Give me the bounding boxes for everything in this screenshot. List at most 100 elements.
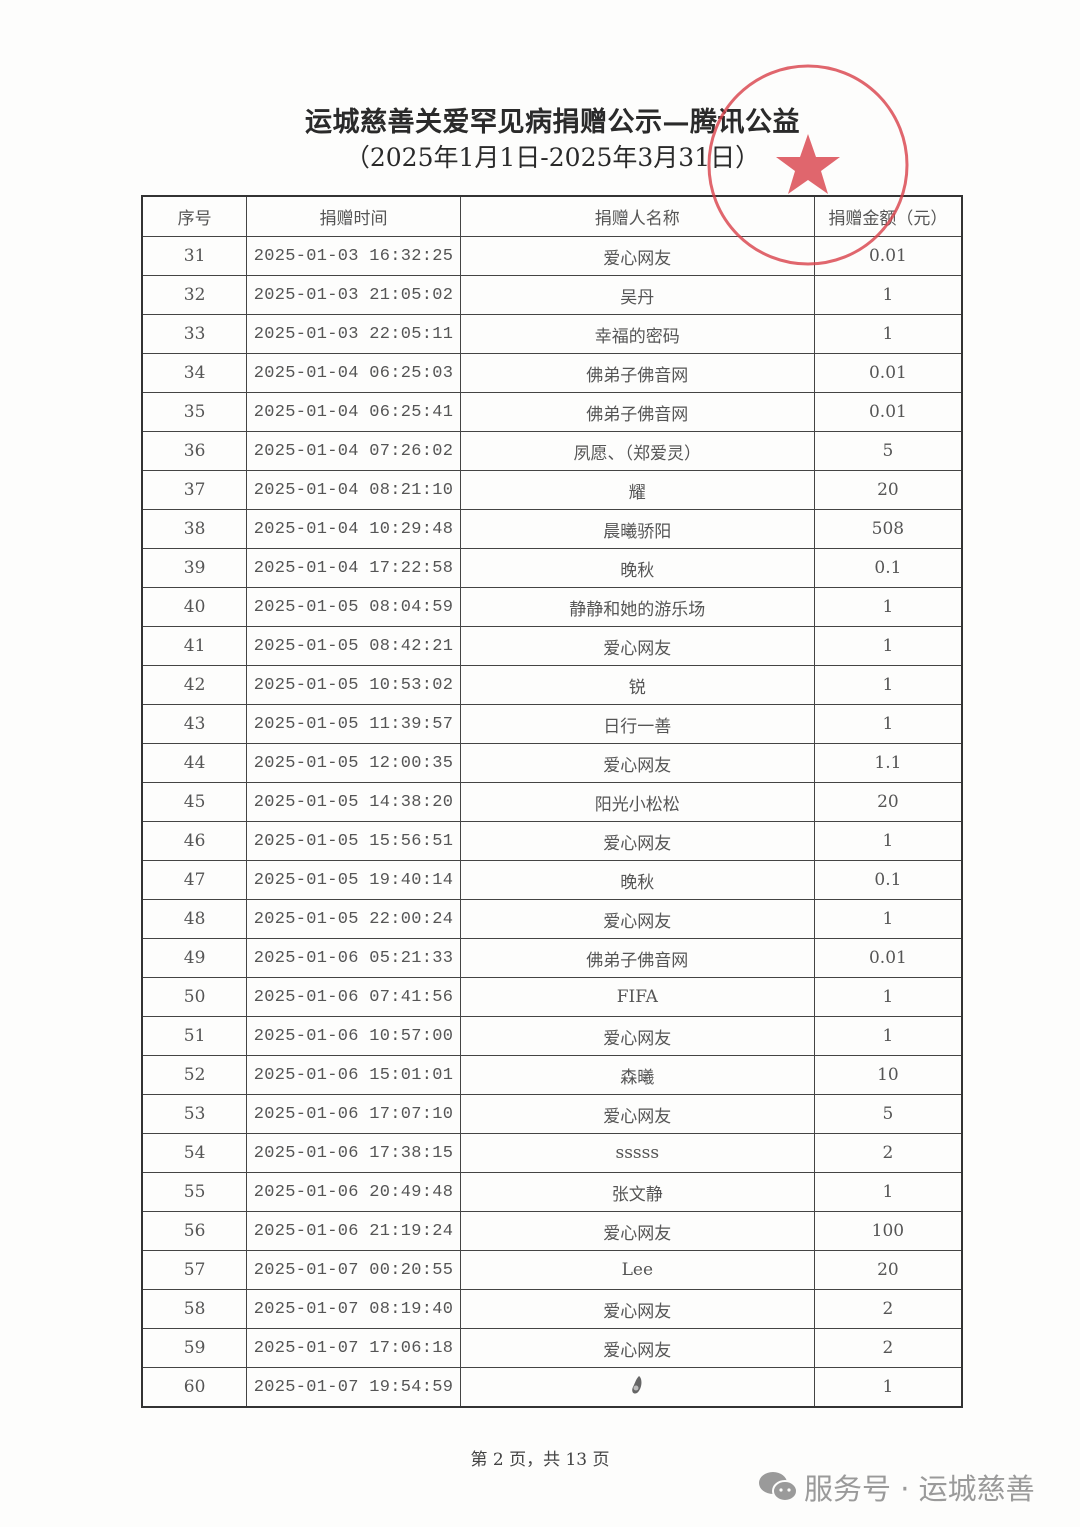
table-row: 47 2025-01-05 19:40:14 晚秋 0.1 [141,860,963,900]
table-row: 56 2025-01-06 21:19:24 爱心网友 100 [141,1211,963,1251]
donation-time: 2025-01-03 22:05:11 [246,314,461,354]
donation-time: 2025-01-05 19:40:14 [246,860,461,900]
header-donor: 捐赠人名称 [459,195,815,237]
table-row: 60 2025-01-07 19:54:59 1 [141,1367,963,1408]
donation-time: 2025-01-03 16:32:25 [246,236,461,276]
donation-time: 2025-01-05 11:39:57 [246,704,461,744]
donor-name: 爱心网友 [459,626,815,666]
table-row: 53 2025-01-06 17:07:10 爱心网友 5 [141,1094,963,1134]
row-number: 37 [141,470,248,510]
row-number: 59 [141,1328,248,1368]
donation-time: 2025-01-04 06:25:03 [246,353,461,393]
donation-amount: 508 [813,509,963,549]
donor-name: 爱心网友 [459,821,815,861]
table-row: 44 2025-01-05 12:00:35 爱心网友 1.1 [141,743,963,783]
donation-amount: 1.1 [813,743,963,783]
table-row: 58 2025-01-07 08:19:40 爱心网友 2 [141,1289,963,1329]
donation-amount: 1 [813,314,963,354]
row-number: 50 [141,977,248,1017]
donation-amount: 0.01 [813,938,963,978]
donation-time: 2025-01-05 08:42:21 [246,626,461,666]
row-number: 31 [141,236,248,276]
page-number: 第 2 页，共 13 页 [470,1450,610,1470]
donation-amount: 1 [813,587,963,627]
donation-time: 2025-01-05 12:00:35 [246,743,461,783]
donor-name: 爱心网友 [459,1328,815,1368]
donation-time: 2025-01-07 17:06:18 [246,1328,461,1368]
row-number: 45 [141,782,248,822]
table-header-row: 序号 捐赠时间 捐赠人名称 捐赠金额（元） [141,195,963,237]
donation-amount: 20 [813,470,963,510]
donation-amount: 10 [813,1055,963,1095]
donation-time: 2025-01-05 14:38:20 [246,782,461,822]
table-row: 34 2025-01-04 06:25:03 佛弟子佛音网 0.01 [141,353,963,393]
donation-time: 2025-01-07 00:20:55 [246,1250,461,1290]
donor-name [459,1367,815,1408]
table-row: 42 2025-01-05 10:53:02 锐 1 [141,665,963,705]
donation-amount: 2 [813,1328,963,1368]
row-number: 55 [141,1172,248,1212]
donation-amount: 20 [813,782,963,822]
donor-name: 幸福的密码 [459,314,815,354]
donation-time: 2025-01-06 10:57:00 [246,1016,461,1056]
document-date-range: （2025年1月1日-2025年3月31日） [344,143,761,172]
donation-amount: 100 [813,1211,963,1251]
table-row: 33 2025-01-03 22:05:11 幸福的密码 1 [141,314,963,354]
donation-time: 2025-01-04 17:22:58 [246,548,461,588]
row-number: 47 [141,860,248,900]
donation-time: 2025-01-04 08:21:10 [246,470,461,510]
row-number: 60 [141,1367,248,1408]
donation-time: 2025-01-07 08:19:40 [246,1289,461,1329]
row-number: 57 [141,1250,248,1290]
donor-name: 耀 [459,470,815,510]
row-number: 53 [141,1094,248,1134]
table-row: 43 2025-01-05 11:39:57 日行一善 1 [141,704,963,744]
donation-amount: 2 [813,1133,963,1173]
donation-time: 2025-01-04 10:29:48 [246,509,461,549]
donation-amount: 1 [813,1172,963,1212]
donor-name: 佛弟子佛音网 [459,353,815,393]
donor-name: 晨曦骄阳 [459,509,815,549]
row-number: 48 [141,899,248,939]
donation-table: 序号 捐赠时间 捐赠人名称 捐赠金额（元） 31 2025-01-03 16:32… [141,195,963,1408]
donor-name: 爱心网友 [459,1289,815,1329]
donation-amount: 1 [813,899,963,939]
donor-name: 爱心网友 [459,1016,815,1056]
row-number: 49 [141,938,248,978]
avocado-emoji-icon [632,1375,642,1394]
table-row: 38 2025-01-04 10:29:48 晨曦骄阳 508 [141,509,963,549]
donation-amount: 1 [813,665,963,705]
row-number: 51 [141,1016,248,1056]
donation-time: 2025-01-06 20:49:48 [246,1172,461,1212]
donation-time: 2025-01-04 06:25:41 [246,392,461,432]
donation-amount: 0.01 [813,392,963,432]
donation-amount: 1 [813,704,963,744]
donation-amount: 1 [813,626,963,666]
table-row: 54 2025-01-06 17:38:15 sssss 2 [141,1133,963,1173]
donation-time: 2025-01-04 07:26:02 [246,431,461,471]
row-number: 46 [141,821,248,861]
row-number: 52 [141,1055,248,1095]
donation-amount: 0.1 [813,860,963,900]
table-row: 48 2025-01-05 22:00:24 爱心网友 1 [141,899,963,939]
row-number: 42 [141,665,248,705]
table-row: 35 2025-01-04 06:25:41 佛弟子佛音网 0.01 [141,392,963,432]
header-no: 序号 [141,195,248,237]
donor-name: 爱心网友 [459,236,815,276]
donation-time: 2025-01-06 17:07:10 [246,1094,461,1134]
account-watermark: 服务号 · 运城慈善 [758,1466,1035,1508]
document-title: 运城慈善关爱罕见病捐赠公示—腾讯公益 [305,107,800,138]
table-row: 41 2025-01-05 08:42:21 爱心网友 1 [141,626,963,666]
donation-time: 2025-01-05 08:04:59 [246,587,461,627]
donation-time: 2025-01-05 15:56:51 [246,821,461,861]
row-number: 56 [141,1211,248,1251]
donation-amount: 1 [813,1367,963,1408]
table-row: 46 2025-01-05 15:56:51 爱心网友 1 [141,821,963,861]
row-number: 43 [141,704,248,744]
donor-name: 爱心网友 [459,1094,815,1134]
table-row: 59 2025-01-07 17:06:18 爱心网友 2 [141,1328,963,1368]
row-number: 40 [141,587,248,627]
row-number: 38 [141,509,248,549]
row-number: 35 [141,392,248,432]
donation-time: 2025-01-06 05:21:33 [246,938,461,978]
